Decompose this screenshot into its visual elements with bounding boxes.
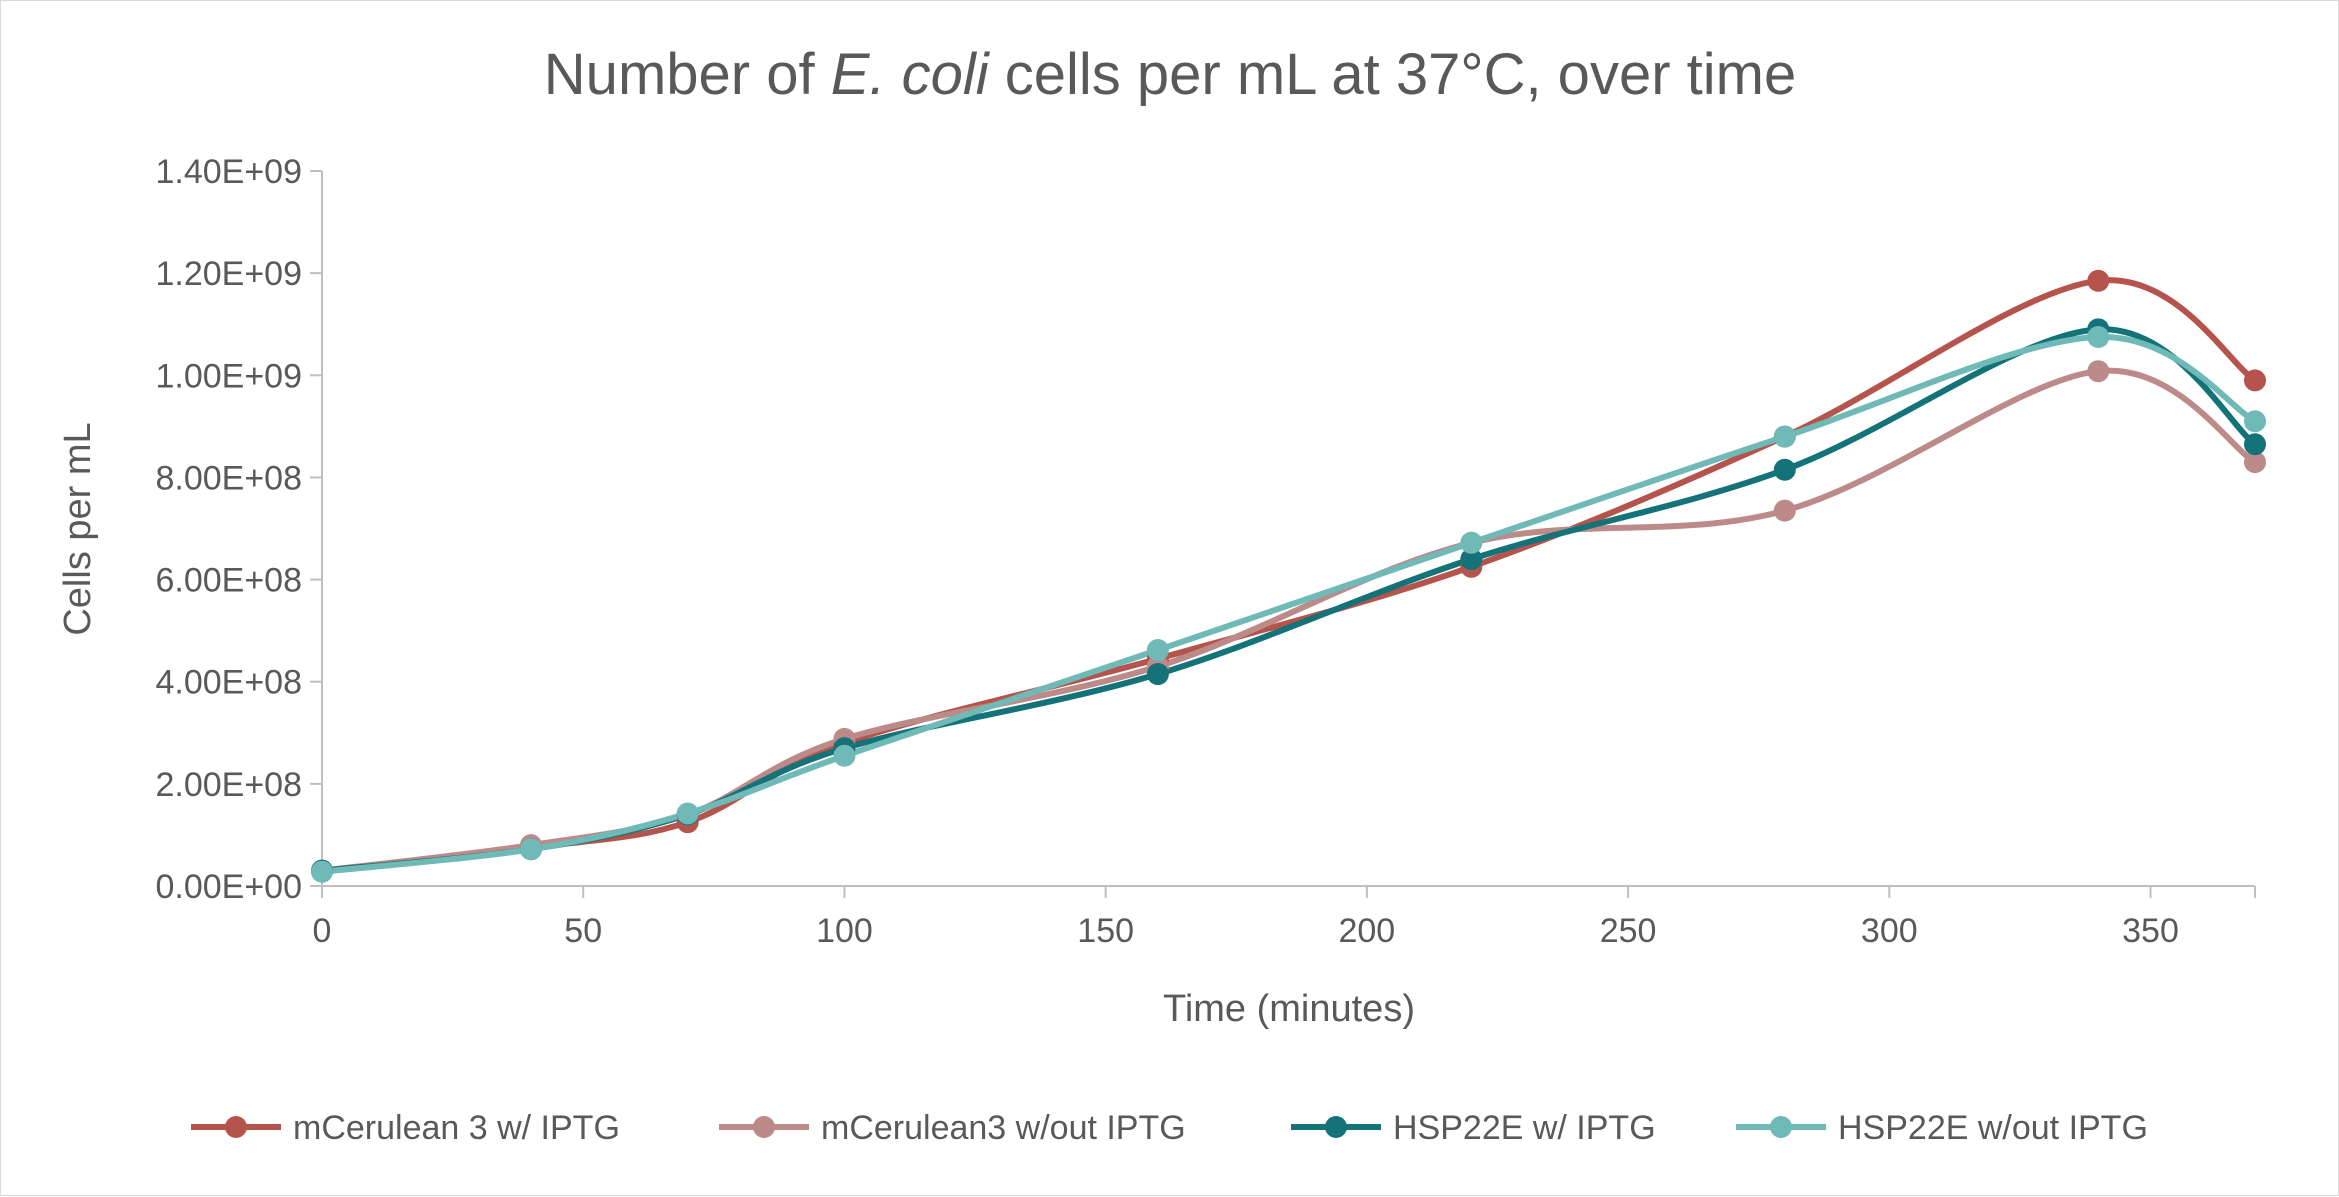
legend-label: mCerulean3 w/out IPTG [821,1109,1186,1147]
legend-item: HSP22E w/ IPTG [1291,1109,1656,1147]
chart-title-part-1: Number of [544,42,831,107]
data-point [1773,499,1796,522]
data-point [2087,269,2110,292]
x-tick-label: 50 [564,912,602,950]
data-point [1773,425,1796,448]
data-point [2244,410,2266,433]
legend-label: mCerulean 3 w/ IPTG [293,1109,620,1147]
legend-marker-swatch [1770,1116,1792,1138]
legend: mCerulean 3 w/ IPTG mCerulean3 w/out IPTG… [191,1109,2148,1147]
legend-marker-swatch [225,1116,247,1138]
x-tick-label: 250 [1600,912,1657,950]
data-point [311,860,333,883]
series-line-3 [319,333,2258,875]
y-tick-label: 4.00E+08 [155,664,302,702]
data-point [519,838,542,861]
data-point [1460,531,1483,554]
y-tick-label: 1.00E+09 [155,357,302,395]
y-tick-label: 8.00E+08 [155,459,302,497]
data-point [2087,325,2110,348]
x-tick-label: 350 [2122,912,2179,950]
data-point [1773,458,1796,481]
y-axis-tick-labels: 0.00E+00 2.00E+08 4.00E+08 6.00E+08 8.00E+08… [155,153,322,906]
legend-label: HSP22E w/out IPTG [1838,1109,2148,1147]
x-tick-label: 200 [1338,912,1395,950]
data-point [833,744,856,767]
y-tick-label: 1.20E+09 [155,255,302,293]
x-axis-title: Time (minutes) [1163,988,1415,1030]
data-point [2244,451,2266,474]
chart-title-part-2: cells per mL at 37°C, over time [989,42,1797,107]
data-point [2087,360,2110,383]
y-tick-label: 0.00E+00 [155,868,302,906]
legend-marker-swatch [753,1116,775,1138]
legend-item: mCerulean3 w/out IPTG [719,1109,1186,1147]
data-point [2244,433,2266,456]
series-line-2 [319,326,2258,874]
y-tick-label: 1.40E+09 [155,153,302,191]
chart-title-part-italic: E. coli [831,42,991,107]
x-axis-tick-labels: 0 50 100 150 200 250 300 350 [313,886,2256,950]
series-markers [311,269,2266,883]
chart-title: Number of E. coli cells per mL at 37°C, … [544,42,1796,107]
y-tick-label: 6.00E+08 [155,562,302,600]
data-point [2244,369,2266,392]
legend-marker-swatch [1325,1116,1347,1138]
series-lines [319,277,2258,875]
data-point [1460,548,1483,571]
data-point [676,802,699,825]
legend-item: mCerulean 3 w/ IPTG [191,1109,620,1147]
x-tick-label: 150 [1077,912,1134,950]
x-tick-label: 0 [313,912,332,950]
x-tick-label: 300 [1861,912,1918,950]
legend-label: HSP22E w/ IPTG [1393,1109,1656,1147]
legend-item: HSP22E w/out IPTG [1736,1109,2148,1147]
x-tick-label: 100 [816,912,873,950]
data-point [1146,639,1169,662]
y-axis-title: Cells per mL [57,422,99,635]
data-point [1146,663,1169,686]
y-tick-label: 2.00E+08 [155,766,302,804]
